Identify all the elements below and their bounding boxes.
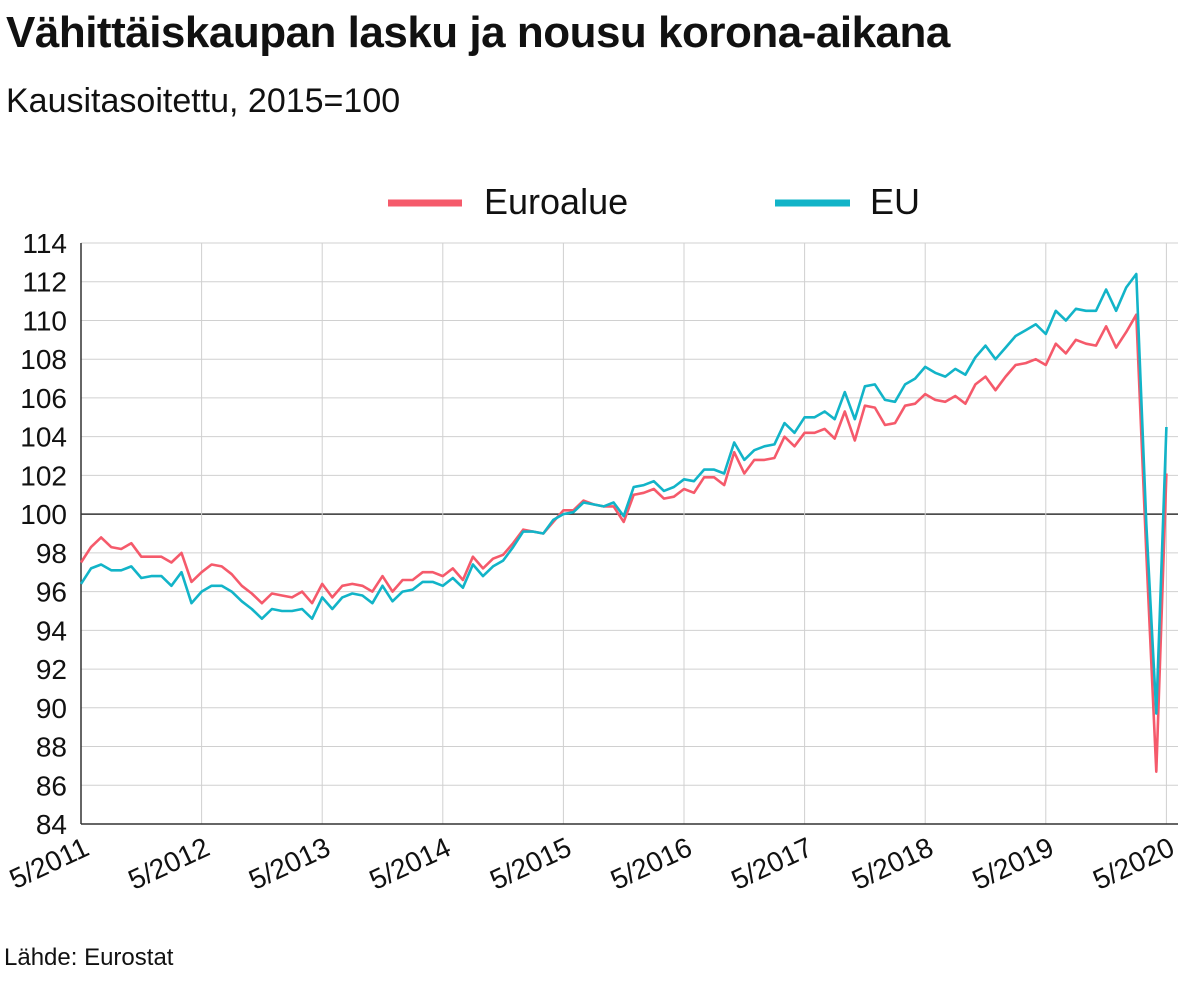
y-tick-label: 100 [20,499,67,530]
y-tick-label: 90 [36,693,67,724]
x-tick-label: 5/2015 [485,831,576,895]
chart-subtitle: Kausitasoitettu, 2015=100 [6,82,401,120]
legend-label-euroalue: Euroalue [484,181,628,222]
y-tick-label: 86 [36,770,67,801]
series-line-eu [79,272,1168,715]
legend-label-eu: EU [870,181,920,222]
x-tick-label: 5/2020 [1088,831,1179,895]
y-tick-label: 102 [20,460,67,491]
y-tick-label: 114 [22,228,67,259]
x-tick-label: 5/2013 [244,831,335,895]
source-note: Lähde: Eurostat [4,944,174,971]
x-tick-label: 5/2016 [606,831,697,895]
legend: Euroalue EU [388,181,920,222]
y-tick-label: 96 [36,577,67,608]
y-tick-label: 98 [36,538,67,569]
x-tick-label: 5/2014 [365,831,456,895]
y-tick-label: 104 [20,422,67,453]
y-tick-label: 110 [22,305,67,336]
x-tick-label: 5/2017 [726,831,817,895]
series-lines [79,272,1168,774]
chart-title: Vähittäiskaupan lasku ja nousu korona-ai… [6,8,950,57]
y-tick-label: 112 [22,267,67,298]
x-tick-label: 5/2019 [968,831,1059,895]
x-axis-ticks: 5/2011 5/2012 5/2013 5/2014 5/2015 5/2016 5/20… [5,831,1179,895]
y-tick-label: 106 [20,383,67,414]
grid-lines [80,242,1178,825]
y-tick-label: 92 [36,654,67,685]
series-line-euroalue [79,313,1168,774]
x-tick-label: 5/2011 [5,831,94,894]
y-tick-label: 84 [36,809,67,840]
y-axis-ticks: 84 86 88 90 92 94 96 98 100 102 104 106 108 110 112 114 [20,228,67,840]
x-tick-label: 5/2018 [847,831,938,895]
line-chart: 84 86 88 90 92 94 96 98 100 102 104 106 108 110 112 114… [5,181,1179,896]
y-tick-label: 88 [36,732,67,763]
y-tick-label: 94 [36,615,67,646]
x-tick-label: 5/2012 [123,831,214,895]
y-tick-label: 108 [20,344,67,375]
